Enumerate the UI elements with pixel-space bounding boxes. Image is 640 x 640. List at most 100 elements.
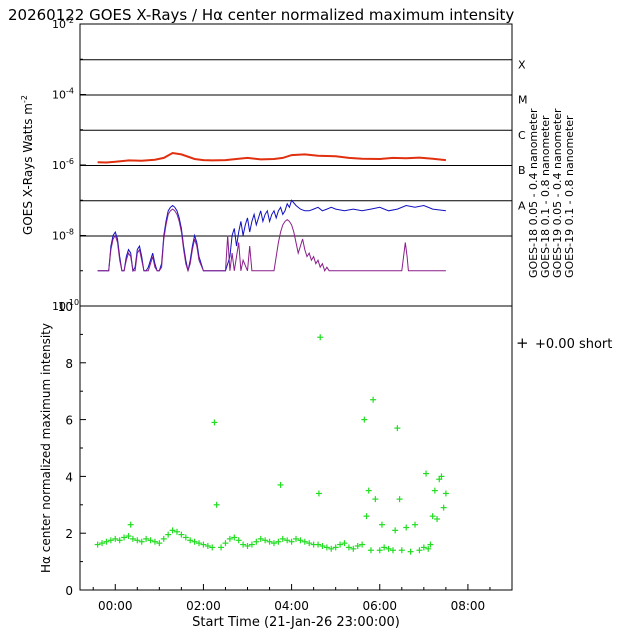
xray-legend-item-1: GOES-18 0.1 - 0.8 nanometer	[539, 115, 552, 278]
xray-legend-item-0: GOES-18 0.05 - 0.4 nanometer	[527, 108, 540, 278]
xray-y-tick-0: 10-10	[52, 298, 79, 313]
class-label-b: B	[518, 164, 526, 177]
halpha-point-16	[160, 535, 167, 542]
halpha-point-11	[138, 538, 145, 545]
halpha-point-69	[367, 547, 374, 554]
halpha-point-93	[438, 473, 445, 480]
xray-y-tick-3: 10-4	[52, 87, 74, 102]
halpha-point-79	[396, 496, 403, 503]
class-label-c: C	[518, 129, 526, 142]
xray-y-tick-base-3: 10	[52, 89, 66, 102]
halpha-point-41	[266, 538, 273, 545]
xray-y-tick-4: 10-2	[52, 16, 74, 31]
halpha-point-6	[121, 534, 128, 541]
halpha-point-28	[211, 419, 218, 426]
halpha-point-83	[412, 521, 419, 528]
halpha-point-80	[398, 547, 405, 554]
halpha-y-ticks: 0 2 4 6 8 10	[58, 300, 86, 598]
halpha-point-17	[165, 531, 172, 538]
halpha-point-59	[332, 544, 339, 551]
halpha-point-63	[350, 545, 357, 552]
halpha-point-37	[248, 541, 255, 548]
halpha-point-5	[116, 537, 123, 544]
halpha-point-43	[275, 538, 282, 545]
halpha-y-tick-4: 8	[65, 357, 73, 371]
legend-symbol: +	[516, 334, 529, 352]
halpha-x-tick-3: 06:00	[362, 599, 397, 613]
halpha-point-20	[178, 531, 185, 538]
halpha-point-9	[129, 535, 136, 542]
halpha-point-12	[143, 535, 150, 542]
xray-y-tick-2: 10-6	[52, 157, 74, 172]
halpha-point-32	[226, 535, 233, 542]
halpha-point-4	[112, 535, 119, 542]
halpha-point-8	[127, 521, 134, 528]
halpha-point-71	[372, 496, 379, 503]
halpha-point-46	[284, 537, 291, 544]
halpha-point-50	[301, 538, 308, 545]
flare-class-lines	[80, 59, 512, 237]
legend-label: +0.00 short	[535, 337, 612, 352]
halpha-y-tick-5: 10	[58, 300, 73, 314]
halpha-point-89	[429, 513, 436, 520]
halpha-point-14	[151, 538, 158, 545]
halpha-point-40	[262, 537, 269, 544]
xray-y-tick-exp-0: -10	[66, 298, 79, 307]
xray-y-axis-label-exponent: -2	[20, 95, 29, 103]
xray-y-tick-exp-1: -8	[66, 228, 74, 237]
halpha-point-91	[434, 516, 441, 522]
halpha-point-42	[270, 540, 277, 547]
halpha-point-23	[191, 538, 198, 545]
halpha-y-tick-2: 4	[65, 470, 73, 484]
flare-class-labels: A B C M X	[518, 58, 528, 212]
halpha-point-3	[107, 537, 114, 544]
xray-y-tick-exp-3: -4	[66, 87, 74, 96]
halpha-point-68	[365, 487, 372, 494]
halpha-point-61	[341, 540, 348, 547]
halpha-legend: + +0.00 short	[516, 334, 612, 352]
xray-legend-item-2: GOES-19 0.05 - 0.4 nanometer	[551, 108, 564, 278]
halpha-point-87	[425, 545, 432, 552]
halpha-point-64	[354, 542, 361, 549]
halpha-point-22	[187, 537, 194, 544]
halpha-point-73	[378, 521, 385, 528]
halpha-point-30	[218, 544, 225, 551]
halpha-point-49	[297, 537, 304, 544]
xray-y-tick-1: 10-8	[52, 228, 74, 243]
halpha-panel: 0 2 4 6 8 10 00:00 02:00 04:00 06:00 08:00 + +0.0…	[39, 300, 612, 630]
halpha-point-72	[376, 547, 383, 554]
halpha-x-tick-0: 00:00	[98, 599, 133, 613]
halpha-point-55	[317, 334, 324, 341]
xray-series-2	[97, 208, 446, 273]
halpha-point-94	[440, 504, 447, 511]
halpha-point-47	[288, 538, 295, 545]
xray-legend: GOES-18 0.05 - 0.4 nanometer GOES-18 0.1 …	[527, 108, 576, 278]
halpha-x-tick-1: 02:00	[186, 599, 221, 613]
halpha-y-tick-3: 6	[65, 414, 73, 428]
xray-series-1	[97, 199, 446, 273]
xray-series-0	[97, 151, 447, 164]
halpha-point-35	[240, 541, 247, 548]
halpha-point-67	[363, 513, 370, 520]
class-label-a: A	[518, 199, 526, 212]
halpha-point-0	[94, 541, 101, 548]
halpha-x-tick-2: 04:00	[274, 599, 309, 613]
halpha-point-74	[381, 544, 388, 551]
halpha-x-ticks: 00:00 02:00 04:00 06:00 08:00	[92, 584, 513, 613]
halpha-point-56	[319, 542, 326, 549]
halpha-point-24	[196, 540, 203, 547]
halpha-point-39	[257, 535, 264, 542]
chart-title: 20260122 GOES X-Rays / Hα center normali…	[8, 6, 514, 24]
halpha-point-82	[407, 548, 414, 555]
halpha-point-26	[204, 542, 211, 549]
halpha-point-54	[315, 490, 322, 497]
halpha-point-57	[323, 544, 330, 551]
halpha-point-29	[213, 501, 220, 508]
halpha-point-66	[361, 416, 368, 423]
xray-y-tick-base-1: 10	[52, 230, 66, 243]
xray-y-tick-exp-2: -6	[66, 157, 74, 166]
halpha-y-axis-label: Hα center normalized maximum intensity	[39, 323, 53, 573]
